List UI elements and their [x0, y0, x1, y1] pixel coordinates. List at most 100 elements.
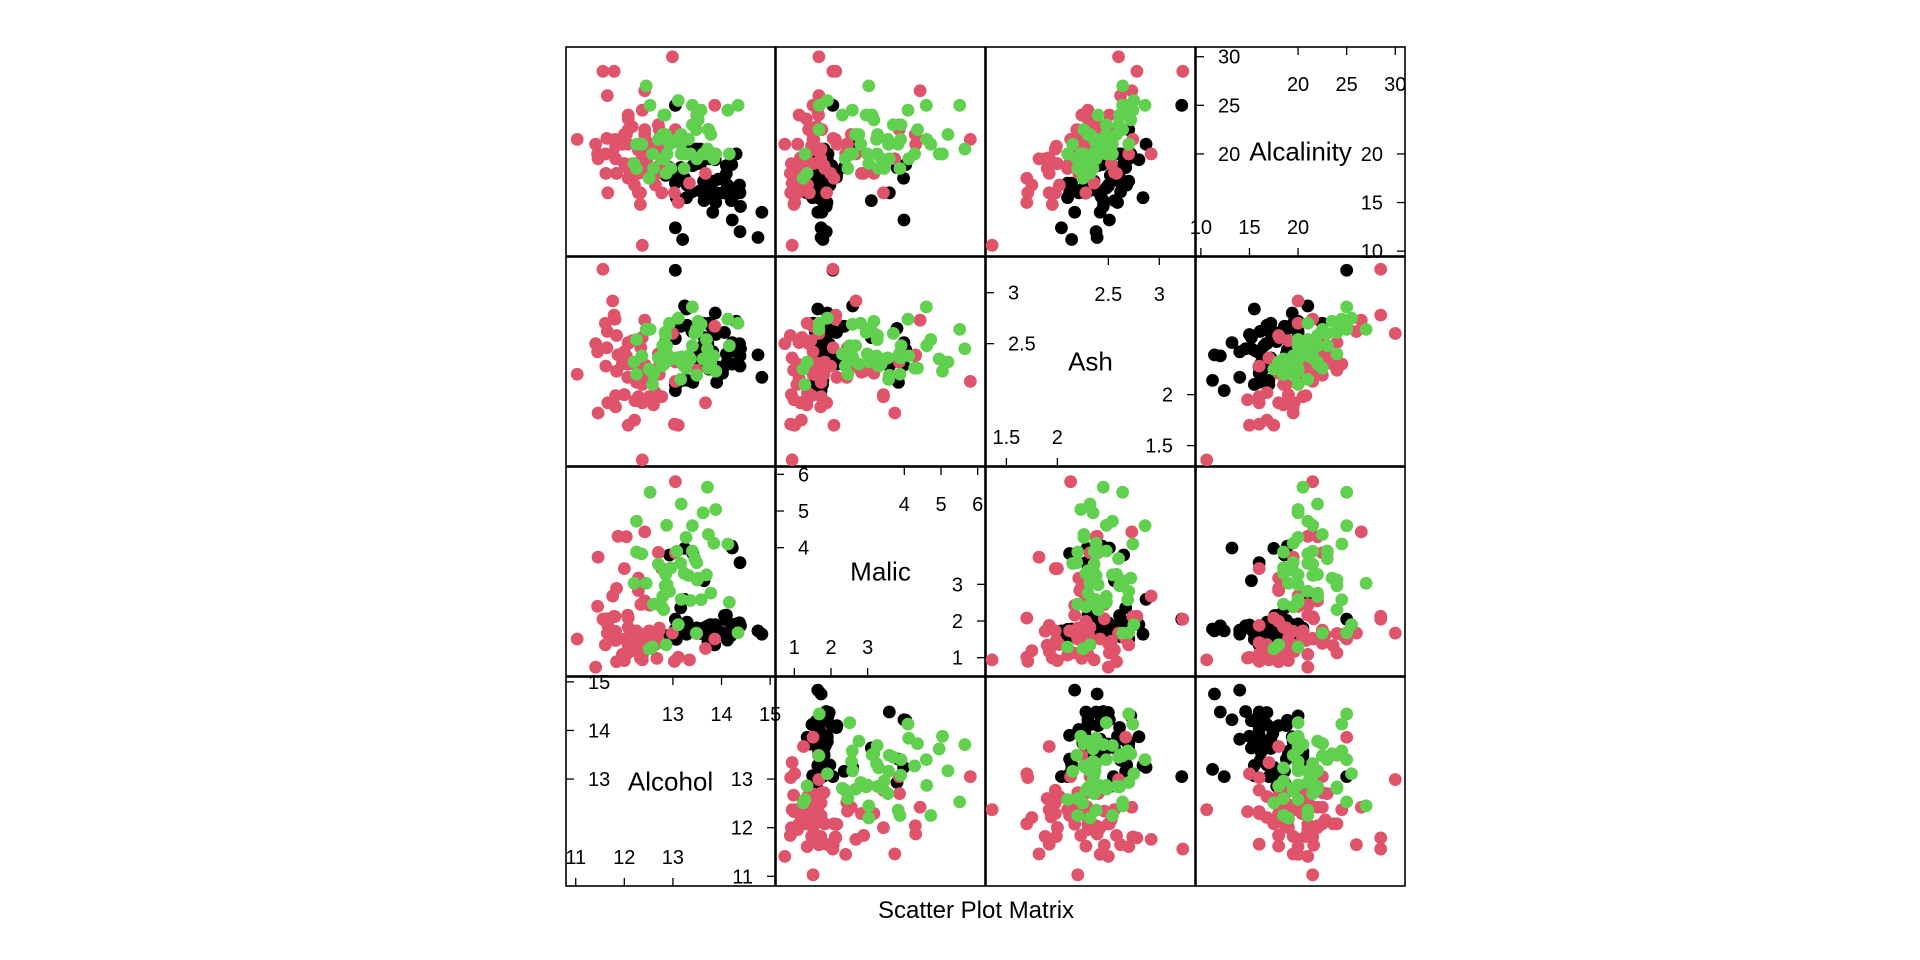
data-point	[1021, 186, 1035, 200]
data-point	[924, 809, 938, 822]
data-point	[829, 831, 843, 845]
data-point	[894, 339, 908, 353]
data-point	[751, 624, 765, 638]
data-point	[1044, 810, 1058, 824]
data-point	[783, 829, 797, 842]
data-point	[1286, 406, 1300, 420]
data-point	[1277, 545, 1290, 559]
data-point	[1077, 123, 1091, 137]
data-point	[1272, 829, 1286, 842]
data-point	[1272, 839, 1286, 853]
data-point	[1259, 337, 1273, 351]
data-point	[667, 654, 681, 668]
data-point	[667, 186, 681, 200]
data-point	[1281, 640, 1295, 654]
data-point	[1068, 608, 1082, 622]
data-point	[1111, 196, 1124, 209]
data-point	[610, 364, 623, 378]
data-point	[800, 112, 813, 126]
data-point	[1247, 302, 1261, 316]
data-point	[1252, 771, 1266, 785]
data-point	[671, 311, 685, 325]
data-point	[1301, 316, 1315, 330]
data-point	[1112, 552, 1125, 566]
data-point	[1320, 339, 1334, 353]
data-point	[911, 737, 924, 750]
data-point	[1306, 518, 1320, 532]
data-point	[659, 329, 673, 342]
data-point	[908, 361, 921, 375]
data-point	[1032, 550, 1046, 564]
data-point	[1079, 614, 1093, 628]
data-point	[683, 653, 696, 667]
data-point	[1055, 221, 1068, 235]
data-point	[1088, 764, 1102, 778]
data-point	[908, 147, 921, 161]
data-point	[1061, 640, 1074, 654]
data-point	[1038, 624, 1052, 638]
data-point	[1045, 198, 1059, 211]
data-point	[751, 231, 765, 244]
data-point	[1138, 98, 1152, 112]
data-point	[1020, 196, 1034, 209]
data-point	[1213, 705, 1227, 719]
data-point	[1099, 118, 1113, 132]
data-point	[846, 350, 860, 364]
data-point	[731, 316, 745, 330]
data-point	[1243, 729, 1256, 743]
data-point	[1311, 764, 1324, 778]
data-point	[1102, 108, 1116, 122]
data-point	[1068, 683, 1082, 697]
data-point	[877, 388, 890, 402]
data-point	[797, 740, 810, 753]
data-point	[862, 157, 876, 171]
data-point	[1345, 767, 1358, 781]
data-point	[1252, 636, 1266, 650]
data-point	[787, 363, 800, 377]
data-point	[668, 263, 682, 277]
data-point	[635, 547, 649, 561]
data-point	[1311, 586, 1324, 600]
data-point	[1281, 388, 1295, 402]
data-point	[1340, 753, 1354, 767]
data-point	[1020, 817, 1034, 831]
data-point	[1096, 738, 1110, 751]
data-point	[1291, 361, 1305, 375]
data-point	[787, 198, 801, 211]
tick-label: 30	[1384, 74, 1406, 96]
tick-label: 30	[1218, 47, 1240, 69]
data-point	[1089, 225, 1103, 239]
data-point	[1388, 773, 1402, 786]
data-point	[909, 137, 923, 151]
data-point	[1025, 644, 1039, 658]
data-point	[911, 123, 924, 137]
data-point	[985, 803, 999, 817]
data-point	[1272, 740, 1286, 753]
data-point	[708, 632, 722, 646]
data-point	[1374, 262, 1388, 276]
data-point	[936, 729, 949, 743]
data-point	[1122, 840, 1136, 854]
data-point	[814, 830, 828, 843]
data-point	[1277, 597, 1290, 611]
data-point	[787, 788, 800, 802]
data-point	[798, 793, 812, 806]
data-point	[874, 781, 888, 795]
tick-label: 20	[1287, 74, 1309, 96]
data-point	[650, 652, 664, 665]
data-point	[877, 821, 890, 835]
data-point	[1079, 783, 1093, 797]
data-point	[815, 786, 829, 800]
data-point	[722, 595, 736, 609]
data-point	[1071, 868, 1085, 882]
data-point	[1127, 767, 1141, 781]
data-point	[854, 137, 868, 151]
data-point	[722, 147, 736, 161]
data-point	[1326, 639, 1340, 652]
tick-label: 25	[1336, 74, 1358, 96]
data-point	[941, 128, 955, 141]
data-point	[683, 176, 696, 190]
tick-label: 4	[899, 494, 910, 516]
data-point	[826, 842, 840, 856]
data-point	[835, 108, 849, 122]
